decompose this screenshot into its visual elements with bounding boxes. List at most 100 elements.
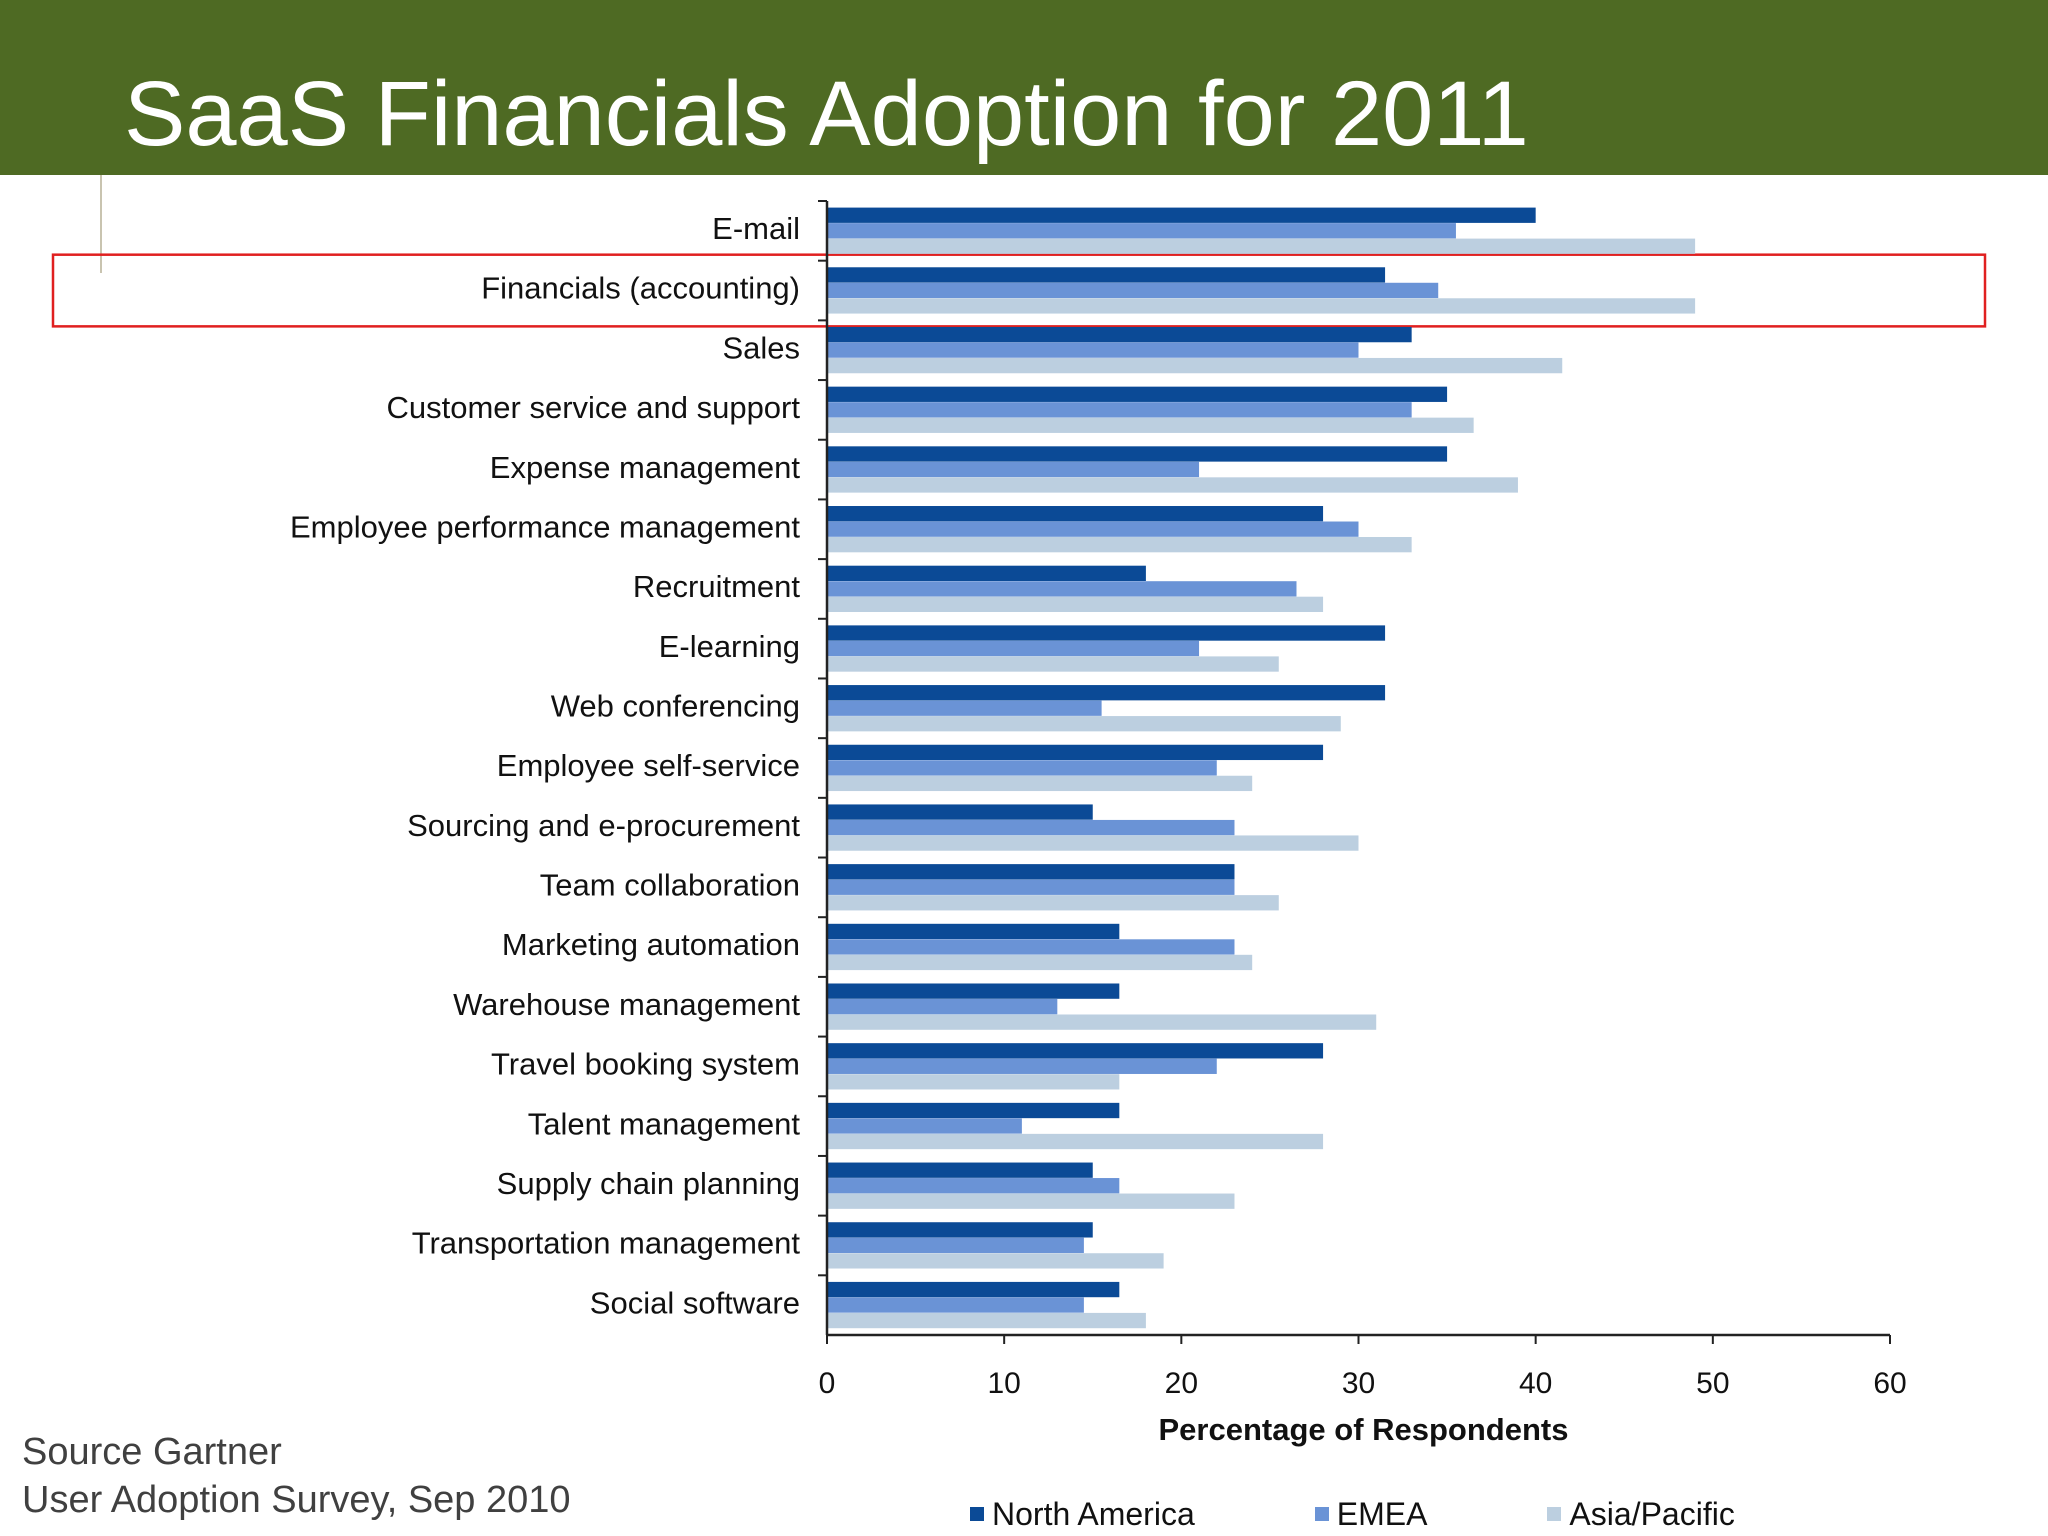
bar xyxy=(827,238,1696,254)
category-label: Expense management xyxy=(490,450,801,485)
slide-title: SaaS Financials Adoption for 2011 xyxy=(124,63,1529,165)
category-label: Financials (accounting) xyxy=(481,271,800,306)
bar xyxy=(827,700,1102,716)
chart-legend: North America EMEA Asia/Pacific xyxy=(970,1494,1735,1534)
category-label: Recruitment xyxy=(633,569,800,604)
source-note: Source Gartner User Adoption Survey, Sep… xyxy=(22,1428,571,1524)
bar xyxy=(827,506,1324,522)
category-label: E-learning xyxy=(659,629,800,664)
bar xyxy=(827,596,1324,612)
bar xyxy=(827,267,1386,283)
bar xyxy=(827,760,1217,776)
bar xyxy=(827,656,1279,672)
accent-line xyxy=(100,175,102,273)
source-line-1: Source Gartner xyxy=(22,1431,282,1473)
category-label: Sales xyxy=(722,330,800,365)
bar xyxy=(827,895,1279,911)
bar xyxy=(827,1253,1164,1269)
x-tick-label: 20 xyxy=(1165,1367,1198,1400)
bar xyxy=(827,565,1146,581)
bar xyxy=(827,775,1253,792)
bar xyxy=(827,461,1200,478)
x-tick-label: 30 xyxy=(1342,1367,1375,1400)
legend-item: North America xyxy=(970,1496,1195,1533)
bar xyxy=(827,804,1093,820)
bar xyxy=(827,446,1448,462)
bar xyxy=(827,1281,1120,1298)
highlight-box xyxy=(51,253,1987,328)
bar xyxy=(827,326,1412,343)
bar xyxy=(827,1133,1324,1150)
legend-label: North America xyxy=(992,1495,1195,1532)
legend-label: Asia/Pacific xyxy=(1569,1495,1735,1532)
category-label: Warehouse management xyxy=(453,987,800,1022)
x-tick-label: 50 xyxy=(1696,1367,1729,1400)
bar xyxy=(827,521,1359,537)
bar xyxy=(827,1312,1146,1329)
bar xyxy=(827,625,1386,641)
bar xyxy=(827,998,1058,1015)
x-axis-label: Percentage of Respondents xyxy=(1159,1412,1569,1447)
bar xyxy=(827,402,1412,418)
legend-swatch xyxy=(1547,1507,1562,1521)
bar xyxy=(827,207,1536,223)
category-label: Supply chain planning xyxy=(497,1166,800,1201)
bar xyxy=(827,1237,1084,1254)
category-label: Web conferencing xyxy=(551,689,800,724)
category-label: Sourcing and e-procurement xyxy=(407,808,800,843)
category-label: Transportation management xyxy=(412,1226,801,1261)
category-label: Travel booking system xyxy=(491,1047,800,1082)
category-label: Talent management xyxy=(528,1106,801,1141)
bar xyxy=(827,685,1386,701)
legend-label: EMEA xyxy=(1336,1495,1428,1532)
legend-swatch xyxy=(970,1507,984,1521)
bar xyxy=(827,864,1235,880)
bar xyxy=(827,357,1563,374)
bar xyxy=(827,923,1120,940)
bar xyxy=(827,537,1412,553)
legend-item: EMEA xyxy=(1314,1495,1428,1533)
legend-item: Asia/Pacific xyxy=(1547,1495,1735,1533)
bar xyxy=(827,477,1518,493)
bar xyxy=(827,282,1439,299)
bar xyxy=(827,983,1120,999)
source-line-2: User Adoption Survey, Sep 2010 xyxy=(22,1479,571,1521)
bar xyxy=(827,1074,1120,1090)
category-label: Social software xyxy=(590,1285,800,1320)
bar xyxy=(827,1222,1093,1238)
category-label: E-mail xyxy=(712,211,800,246)
bar xyxy=(827,1178,1120,1194)
bar xyxy=(827,716,1341,732)
x-tick-label: 0 xyxy=(819,1367,836,1400)
bar xyxy=(827,1102,1120,1119)
category-label: Team collaboration xyxy=(540,868,800,903)
bar xyxy=(827,1043,1324,1059)
x-tick-label: 40 xyxy=(1519,1367,1552,1400)
bar xyxy=(827,1014,1377,1030)
bar xyxy=(827,223,1456,239)
bar xyxy=(827,581,1297,597)
bar xyxy=(827,1058,1217,1074)
title-bar xyxy=(0,0,2048,175)
bar xyxy=(827,879,1235,895)
bar xyxy=(827,417,1474,433)
category-label: Employee performance management xyxy=(290,509,800,544)
bar xyxy=(827,819,1235,836)
bar xyxy=(827,939,1235,955)
x-tick-label: 10 xyxy=(987,1367,1020,1400)
x-tick-label: 60 xyxy=(1873,1367,1906,1400)
legend-swatch xyxy=(1314,1507,1329,1521)
bar xyxy=(827,954,1253,971)
bar xyxy=(827,386,1448,402)
bar xyxy=(827,1162,1093,1178)
bar xyxy=(827,1297,1084,1313)
bar xyxy=(827,744,1324,761)
category-label: Employee self-service xyxy=(497,748,800,783)
bar xyxy=(827,298,1696,314)
category-label: Customer service and support xyxy=(386,390,800,425)
bar xyxy=(827,1118,1022,1134)
bar xyxy=(827,1193,1235,1209)
bar xyxy=(827,640,1200,657)
bar xyxy=(827,342,1359,358)
